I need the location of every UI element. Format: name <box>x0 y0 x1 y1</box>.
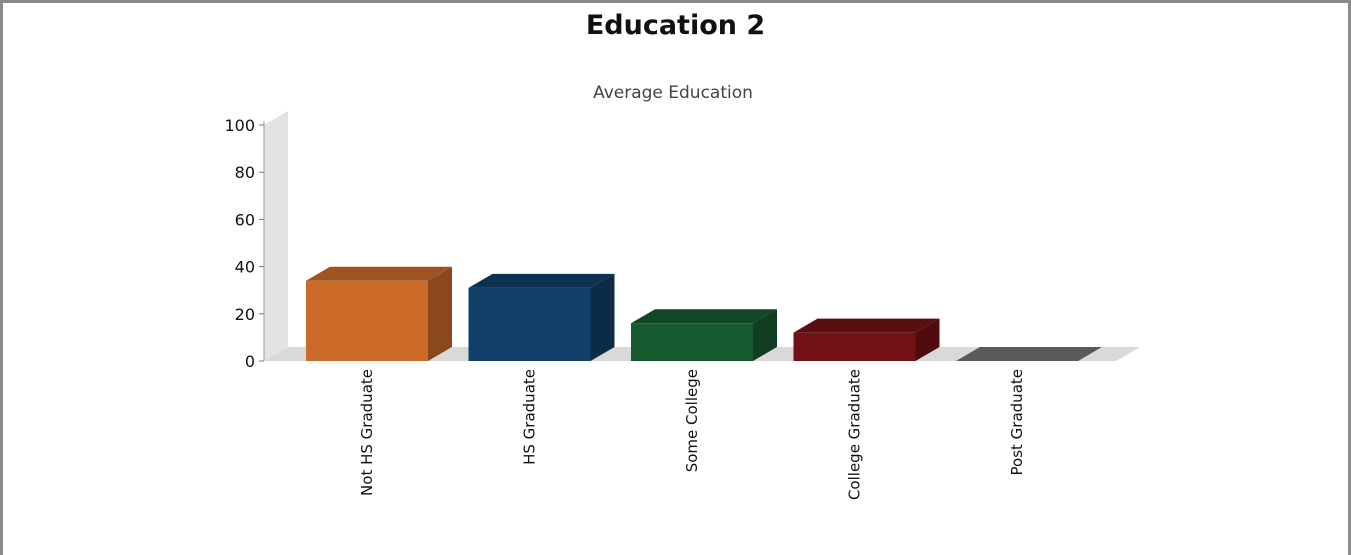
y-tick-label: 60 <box>235 210 255 229</box>
y-tick-label: 40 <box>235 258 255 277</box>
bar-front <box>631 323 753 361</box>
bar-side <box>915 318 940 361</box>
bar <box>631 309 777 361</box>
bar-top <box>306 266 452 281</box>
bar <box>306 266 452 361</box>
bar-front <box>793 332 916 361</box>
y-tick-label: 100 <box>224 116 255 135</box>
bar-top <box>468 273 615 288</box>
y-tick-label: 20 <box>235 305 255 324</box>
y-tick-label: 80 <box>235 163 255 182</box>
x-category-label: Not HS Graduate <box>358 369 376 496</box>
chart-bars <box>306 266 1102 361</box>
bar <box>793 318 940 361</box>
bar-side <box>590 273 615 361</box>
bar-front <box>306 280 428 361</box>
y-tick-label: 0 <box>245 352 255 371</box>
bar-top <box>793 318 940 333</box>
x-category-label: Some College <box>683 369 701 472</box>
bar-front <box>468 287 591 361</box>
chart-subtitle: Average Education <box>593 83 753 103</box>
x-category-label: Post Graduate <box>1008 369 1026 475</box>
chart-title: Education 2 <box>585 10 766 41</box>
bar <box>468 273 615 361</box>
bar <box>956 347 1102 361</box>
bar-top <box>956 347 1102 361</box>
x-category-label: HS Graduate <box>521 369 539 465</box>
x-category-label: College Graduate <box>846 369 864 500</box>
category-labels: Not HS Graduate HS Graduate Some College Co… <box>358 369 1026 500</box>
bar-side <box>428 266 452 361</box>
chart-back-wall <box>264 111 288 361</box>
bar-side <box>753 309 777 361</box>
bar-top <box>631 309 777 324</box>
